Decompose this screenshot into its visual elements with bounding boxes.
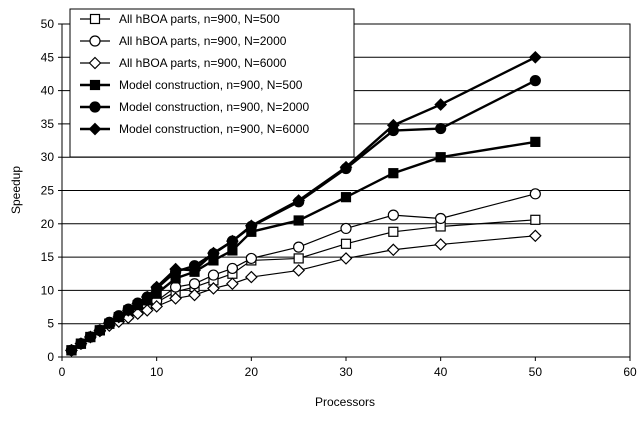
data-point-circle-open: [387, 209, 399, 221]
data-point-circle-open: [89, 35, 101, 47]
x-tick-label: 60: [623, 365, 637, 379]
data-point-diamond-open: [292, 264, 306, 277]
data-point-circle-open: [435, 212, 447, 225]
data-point-diamond-filled: [112, 310, 126, 324]
data-point-diamond-open: [188, 288, 201, 302]
data-point-diamond-filled: [121, 304, 135, 317]
data-point-diamond-filled: [169, 262, 182, 276]
data-point-diamond-filled: [207, 246, 220, 260]
data-point-square-open: [530, 214, 541, 225]
data-point-diamond-filled: [131, 297, 145, 311]
data-point-diamond-open: [88, 56, 102, 70]
y-tick-label: 0: [47, 350, 54, 364]
x-tick-label: 10: [150, 365, 164, 379]
data-point-diamond-open: [528, 229, 542, 243]
data-point-circle-open: [293, 241, 305, 253]
data-point-circle-open: [170, 281, 182, 293]
series-6: [65, 50, 542, 357]
data-point-diamond-filled: [339, 160, 353, 174]
data-point-circle-filled: [89, 101, 101, 113]
legend-box: [69, 8, 355, 158]
x-tick-label: 20: [245, 365, 259, 379]
legend-label: All hBOA parts, n=900, N=6000: [119, 56, 287, 70]
data-point-diamond-filled: [65, 343, 78, 357]
y-tick-label: 25: [41, 184, 55, 198]
data-series: [65, 50, 542, 357]
data-point-diamond-open: [226, 277, 239, 291]
data-point-diamond-open: [386, 243, 400, 257]
legend-label: Model construction, n=900, N=2000: [119, 100, 309, 114]
legend: All hBOA parts, n=900, N=500 All hBOA par…: [69, 8, 355, 158]
data-point-diamond-filled: [84, 330, 97, 344]
y-tick-label: 30: [41, 150, 55, 164]
data-point-diamond-open: [140, 304, 154, 317]
data-point-diamond-open: [150, 300, 164, 313]
data-point-diamond-filled: [188, 264, 201, 277]
x-tick-label: 30: [339, 365, 353, 379]
y-tick-label: 40: [41, 84, 55, 98]
data-point-diamond-filled: [226, 234, 239, 248]
data-point-square-filled: [388, 168, 399, 179]
y-tick-label: 10: [41, 283, 55, 297]
x-axis-title: Processors: [315, 395, 375, 409]
data-point-diamond-filled: [528, 50, 542, 64]
y-tick-label: 20: [41, 217, 55, 231]
data-point-square-filled: [293, 215, 304, 226]
y-tick-label: 15: [41, 250, 55, 264]
data-point-circle-filled: [529, 75, 541, 87]
data-point-circle-open: [188, 278, 201, 290]
y-tick-label: 45: [41, 50, 55, 64]
data-point-circle-filled: [435, 122, 447, 135]
data-point-circle-open: [529, 188, 541, 200]
data-point-square-filled: [435, 152, 446, 163]
data-point-diamond-filled: [88, 122, 102, 136]
data-point-diamond-filled: [140, 290, 154, 304]
data-point-square-open: [388, 226, 399, 237]
data-point-square-filled: [340, 192, 352, 203]
data-point-diamond-open: [434, 238, 448, 251]
legend-label: All hBOA parts, n=900, N=2000: [119, 34, 287, 48]
x-tick-label: 50: [529, 365, 543, 379]
data-point-diamond-open: [339, 252, 353, 265]
data-point-diamond-filled: [244, 219, 258, 233]
data-point-diamond-filled: [74, 337, 88, 351]
data-point-diamond-filled: [93, 324, 107, 337]
data-point-diamond-open: [169, 292, 182, 305]
data-point-circle-open: [207, 269, 220, 281]
y-tick-label: 50: [41, 17, 55, 31]
tick-labels: 0 5 10 15 20 25 30 35 40 45 50 0 10 20 30 40 50 60: [41, 17, 637, 379]
data-point-square-filled: [530, 136, 541, 147]
data-point-circle-open: [226, 262, 238, 275]
data-point-square-open: [340, 238, 352, 249]
data-point-square-open: [89, 13, 101, 25]
data-point-diamond-filled: [386, 118, 400, 132]
legend-label: Model construction, n=900, N=500: [119, 78, 303, 92]
y-tick-label: 35: [41, 117, 55, 131]
y-tick-label: 5: [47, 317, 54, 331]
data-point-square-open: [293, 253, 304, 264]
data-point-square-filled: [89, 79, 101, 91]
legend-label: All hBOA parts, n=900, N=500: [119, 12, 280, 26]
data-point-diamond-filled: [102, 316, 116, 330]
y-axis-title: Speedup: [9, 166, 23, 214]
data-point-diamond-filled: [434, 98, 448, 111]
data-point-circle-open: [245, 252, 257, 265]
data-point-diamond-open: [207, 282, 220, 295]
data-point-diamond-filled: [150, 280, 164, 294]
data-point-circle-open: [340, 222, 352, 235]
x-tick-label: 0: [59, 365, 66, 379]
data-point-diamond-open: [131, 307, 145, 321]
data-point-diamond-filled: [292, 194, 306, 207]
legend-label: Model construction, n=900, N=6000: [119, 122, 309, 136]
data-point-diamond-open: [244, 270, 258, 284]
x-tick-label: 40: [434, 365, 448, 379]
